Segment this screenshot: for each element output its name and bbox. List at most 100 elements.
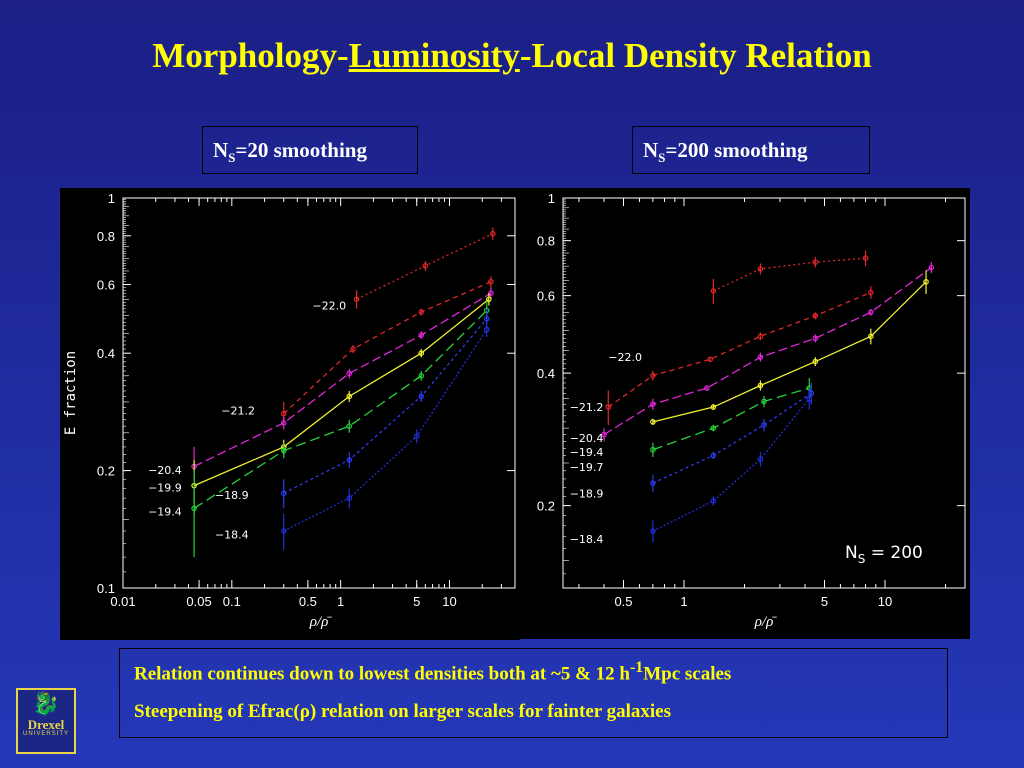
data-point: [418, 350, 425, 356]
series-line: [283, 281, 492, 415]
x-tick-label: 0.05: [186, 594, 211, 609]
x-axis-label: ρ/ρ̄: [309, 614, 333, 630]
left-chart: 0.01 0.05 0.1 0.5 1 5 10 0.1 0.2 0.4 0.6 0.8 1 ρ/ρ̄ E …: [60, 188, 520, 640]
x-axis-label: ρ/ρ̄: [754, 614, 778, 630]
dragon-icon: 🐉: [32, 691, 60, 716]
data-point: [757, 333, 764, 340]
data-point: [757, 266, 764, 272]
note-line-2-a: Steepening of Efrac(: [134, 701, 300, 723]
right-label-text: =200 smoothing: [665, 138, 808, 162]
plot-frame: [122, 197, 516, 589]
series-line: [652, 398, 810, 532]
right-chart-svg: 0.5 1 5 10 0.2 0.4 0.6 0.8 1 ρ/ρ̄ NS = 200 −22.0 −21…: [537, 191, 966, 630]
series-label: −19.4: [570, 446, 604, 459]
series-label: −18.9: [570, 488, 604, 501]
data-point: [418, 332, 425, 338]
data-point: [280, 410, 287, 417]
y-tick-label: 0.2: [97, 464, 115, 479]
y-tick-label: 0.4: [537, 366, 555, 381]
x-tick-label: 0.5: [299, 594, 317, 609]
data-point: [483, 316, 490, 322]
plot-frame: [562, 197, 966, 589]
notes-box: Relation continues down to lowest densit…: [119, 648, 948, 738]
data-point: [422, 263, 429, 269]
x-tick-label: 0.5: [614, 594, 632, 609]
data-point: [486, 296, 492, 303]
series-line: [713, 257, 866, 292]
data-point: [346, 393, 353, 400]
series-label: −19.9: [148, 482, 182, 495]
data-point: [418, 393, 425, 400]
logo-university: UNIVERSITY: [22, 731, 69, 737]
slide-title: Morphology-Luminosity-Local Density Rela…: [0, 36, 1024, 76]
data-point: [280, 447, 287, 454]
left-label-text: =20 smoothing: [235, 138, 367, 162]
series-label: −20.4: [148, 464, 182, 477]
right-chart: 0.5 1 5 10 0.2 0.4 0.6 0.8 1 ρ/ρ̄ NS = 200 −22.0 −21…: [519, 188, 970, 639]
data-point: [757, 382, 764, 389]
data-point: [650, 446, 656, 453]
data-point: [650, 401, 656, 408]
data-point: [862, 255, 869, 261]
series-line: [652, 387, 810, 451]
data-point: [280, 420, 287, 426]
y-tick-label: 0.1: [97, 581, 115, 596]
left-label-sub: S: [228, 150, 236, 166]
data-point: [191, 505, 197, 512]
series-line: [193, 292, 492, 468]
data-point: [704, 385, 710, 391]
series-label: −18.4: [215, 529, 249, 542]
data-point: [488, 290, 494, 297]
series-label: −21.2: [221, 405, 255, 418]
note-line-1-b: Mpc scales: [643, 663, 732, 685]
series-line: [652, 281, 927, 423]
data-point: [928, 264, 935, 271]
x-tick-label: 5: [821, 594, 828, 609]
x-tick-label: 10: [878, 594, 892, 609]
data-point: [806, 395, 813, 402]
data-point: [605, 404, 612, 410]
data-point: [812, 335, 819, 342]
x-tick-label: 0.1: [223, 594, 241, 609]
y-tick-label: 0.4: [97, 346, 115, 361]
x-tick-label: 10: [442, 594, 456, 609]
series-line: [193, 298, 490, 487]
data-point: [346, 457, 353, 463]
data-point: [710, 498, 717, 504]
note-line-2-b: ) relation on larger scales for fainter …: [309, 701, 671, 723]
data-point: [601, 431, 607, 438]
y-tick-label: 0.6: [97, 278, 115, 293]
note-line-1: Relation continues down to lowest densit…: [134, 659, 933, 685]
y-tick-label: 1: [548, 191, 555, 206]
left-label-n: N: [213, 138, 229, 162]
data-point: [346, 423, 353, 429]
series-line: [283, 329, 488, 532]
series-label: −22.0: [608, 351, 642, 364]
data-point: [650, 480, 656, 486]
x-tick-label: 5: [413, 594, 420, 609]
series-label: −21.2: [570, 401, 604, 414]
data-point: [280, 528, 287, 534]
data-point: [350, 346, 356, 352]
y-tick-label: 0.8: [537, 234, 555, 249]
data-point: [812, 358, 819, 365]
y-tick-label: 1: [108, 191, 115, 206]
logo-name: Drexel: [27, 717, 65, 732]
series-line: [607, 291, 872, 408]
title-part2: Luminosity: [348, 36, 520, 75]
data-point: [650, 372, 656, 379]
data-point: [413, 433, 420, 440]
left-chart-svg: 0.01 0.05 0.1 0.5 1 5 10 0.1 0.2 0.4 0.6 0.8 1 ρ/ρ̄ E …: [63, 191, 516, 630]
data-point: [710, 288, 717, 294]
data-point: [650, 419, 656, 425]
smoothing-annotation: NS = 200: [845, 543, 923, 566]
note-line-2: Steepening of Efrac(ρ) relation on large…: [134, 701, 933, 723]
series-label: −20.4: [570, 432, 604, 445]
title-part1: Morphology-: [152, 36, 349, 75]
series-label: −19.4: [148, 506, 182, 519]
right-plot-label: NS=200 smoothing: [632, 126, 870, 174]
data-point: [346, 495, 353, 501]
data-point: [868, 309, 874, 316]
note-line-1-a: Relation continues down to lowest densit…: [134, 663, 630, 685]
data-point: [353, 296, 360, 303]
